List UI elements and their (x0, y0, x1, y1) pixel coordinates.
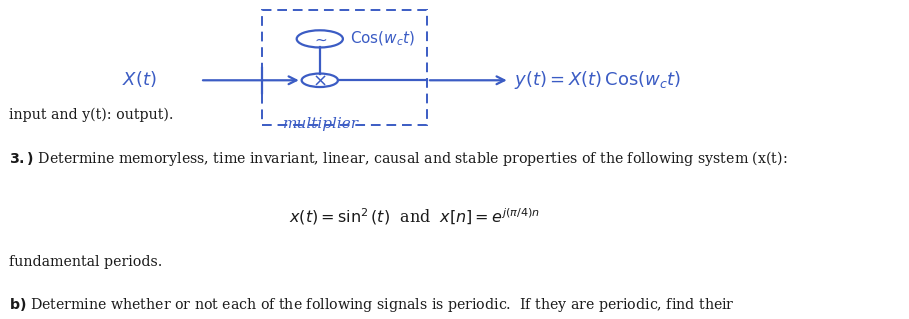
Text: $x(t) = \sin^2(t)$  and  $x[n] = e^{j(\pi/4)n}$: $x(t) = \sin^2(t)$ and $x[n] = e^{j(\pi/… (289, 206, 540, 227)
Text: fundamental periods.: fundamental periods. (9, 255, 162, 269)
Text: multiplier: multiplier (283, 117, 359, 131)
Text: $\sim$: $\sim$ (312, 31, 328, 46)
Text: $\mathbf{b)}$ Determine whether or not each of the following signals is periodic: $\mathbf{b)}$ Determine whether or not e… (9, 296, 734, 315)
Text: $y(t) = X(t)\,\mathrm{Cos}(w_c t)$: $y(t) = X(t)\,\mathrm{Cos}(w_c t)$ (514, 69, 681, 91)
Text: $\times$: $\times$ (313, 71, 327, 89)
Text: $\mathrm{Cos}(w_c t)$: $\mathrm{Cos}(w_c t)$ (349, 30, 415, 48)
Circle shape (296, 30, 343, 48)
Text: $X(t)$: $X(t)$ (122, 69, 156, 89)
Circle shape (302, 74, 338, 87)
Text: input and y(t): output).: input and y(t): output). (9, 108, 174, 122)
Text: $\mathbf{3.)}$ Determine memoryless, time invariant, linear, causal and stable p: $\mathbf{3.)}$ Determine memoryless, tim… (9, 149, 787, 168)
